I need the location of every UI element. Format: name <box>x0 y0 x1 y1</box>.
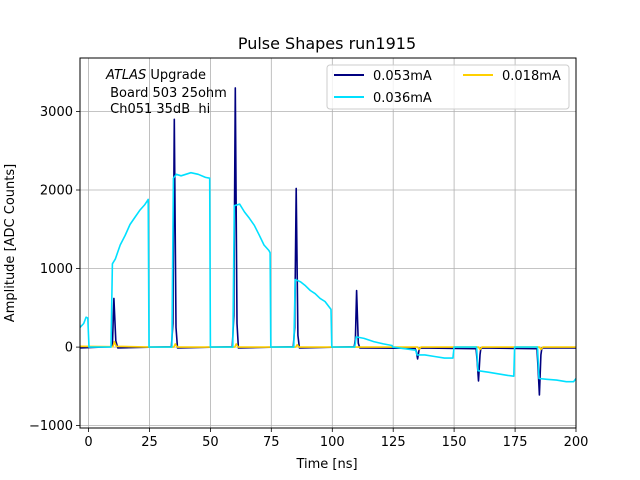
x-tick-label: 125 <box>381 435 406 450</box>
axes-frame <box>79 57 577 429</box>
plot-area <box>80 87 576 396</box>
x-tick-label: 75 <box>263 435 280 450</box>
series-line-0.053mA <box>80 87 576 396</box>
annotation-atlas: ATLAS <box>105 68 146 83</box>
annotation-line-1: ATLAS Upgrade <box>105 68 206 83</box>
x-tick-label: 150 <box>442 435 467 450</box>
legend: 0.053mA 0.036mA 0.018mA <box>326 64 570 110</box>
y-tick-label: 3000 <box>40 105 73 120</box>
series-line-0.036mA <box>80 171 576 383</box>
x-tick-label: 0 <box>84 435 92 450</box>
annotation-upgrade: Upgrade <box>146 68 206 83</box>
y-tick-label: 0 <box>65 341 73 356</box>
legend-label-0053: 0.053mA <box>373 69 432 84</box>
x-axis-label: Time [ns] <box>295 457 357 472</box>
y-tick-label: 1000 <box>40 262 73 277</box>
annotation-line-3: Ch051 35dB hi <box>106 102 210 117</box>
x-tick-label: 175 <box>503 435 528 450</box>
x-tick-label: 100 <box>320 435 345 450</box>
annotation-line-2: Board 503 25ohm <box>106 86 227 101</box>
legend-box <box>326 64 570 110</box>
y-axis-label: Amplitude [ADC Counts] <box>3 164 18 322</box>
y-tick-label: 2000 <box>40 184 73 199</box>
x-tick-label: 200 <box>564 435 589 450</box>
y-tick-label: −1000 <box>29 419 73 434</box>
chart-title: Pulse Shapes run1915 <box>238 34 416 53</box>
x-tick-label: 50 <box>202 435 219 450</box>
ticks: 0 25 50 75 100 125 150 175 200 −1000 0 1000 2000 3000 <box>29 105 588 450</box>
legend-label-0036: 0.036mA <box>373 91 432 106</box>
x-tick-label: 25 <box>141 435 158 450</box>
legend-label-0018: 0.018mA <box>502 69 561 84</box>
